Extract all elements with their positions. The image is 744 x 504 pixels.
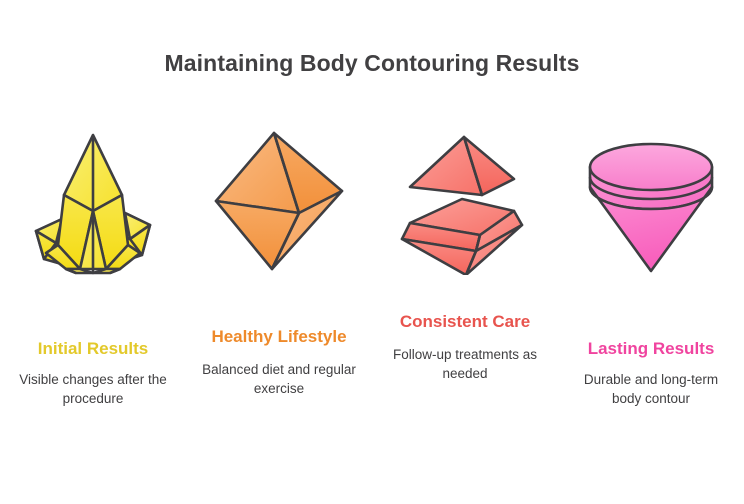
text-block-4: Lasting Results Durable and long-term bo… xyxy=(558,338,744,408)
columns-container: Initial Results Visible changes after th… xyxy=(0,120,744,408)
page-title: Maintaining Body Contouring Results xyxy=(164,50,580,76)
orange-octahedron-icon xyxy=(214,131,344,271)
red-split-gem-icon xyxy=(400,135,524,275)
column-lasting-results: Lasting Results Durable and long-term bo… xyxy=(558,120,744,408)
icon-container-2 xyxy=(186,120,372,275)
text-block-3: Consistent Care Follow-up treatments as … xyxy=(372,311,558,383)
icon-container-3 xyxy=(372,120,558,275)
pink-round-gem-icon xyxy=(588,142,714,273)
column-description-2: Balanced diet and regular exercise xyxy=(202,362,356,396)
yellow-crystal-cluster-icon xyxy=(34,133,152,275)
column-heading-2: Healthy Lifestyle xyxy=(211,327,347,346)
text-block-2: Healthy Lifestyle Balanced diet and regu… xyxy=(186,326,372,398)
column-healthy-lifestyle: Healthy Lifestyle Balanced diet and regu… xyxy=(186,120,372,398)
column-initial-results: Initial Results Visible changes after th… xyxy=(0,120,186,408)
icon-container-1 xyxy=(0,120,186,275)
icon-container-4 xyxy=(558,120,744,275)
column-description-4: Durable and long-term body contour xyxy=(583,372,719,406)
column-consistent-care: Consistent Care Follow-up treatments as … xyxy=(372,120,558,383)
column-description-3: Follow-up treatments as needed xyxy=(392,347,538,381)
column-heading-3: Consistent Care xyxy=(399,312,531,331)
text-block-1: Initial Results Visible changes after th… xyxy=(0,338,186,408)
column-heading-4: Lasting Results xyxy=(587,339,715,358)
column-heading-1: Initial Results xyxy=(37,339,149,358)
column-description-1: Visible changes after the procedure xyxy=(19,372,167,406)
